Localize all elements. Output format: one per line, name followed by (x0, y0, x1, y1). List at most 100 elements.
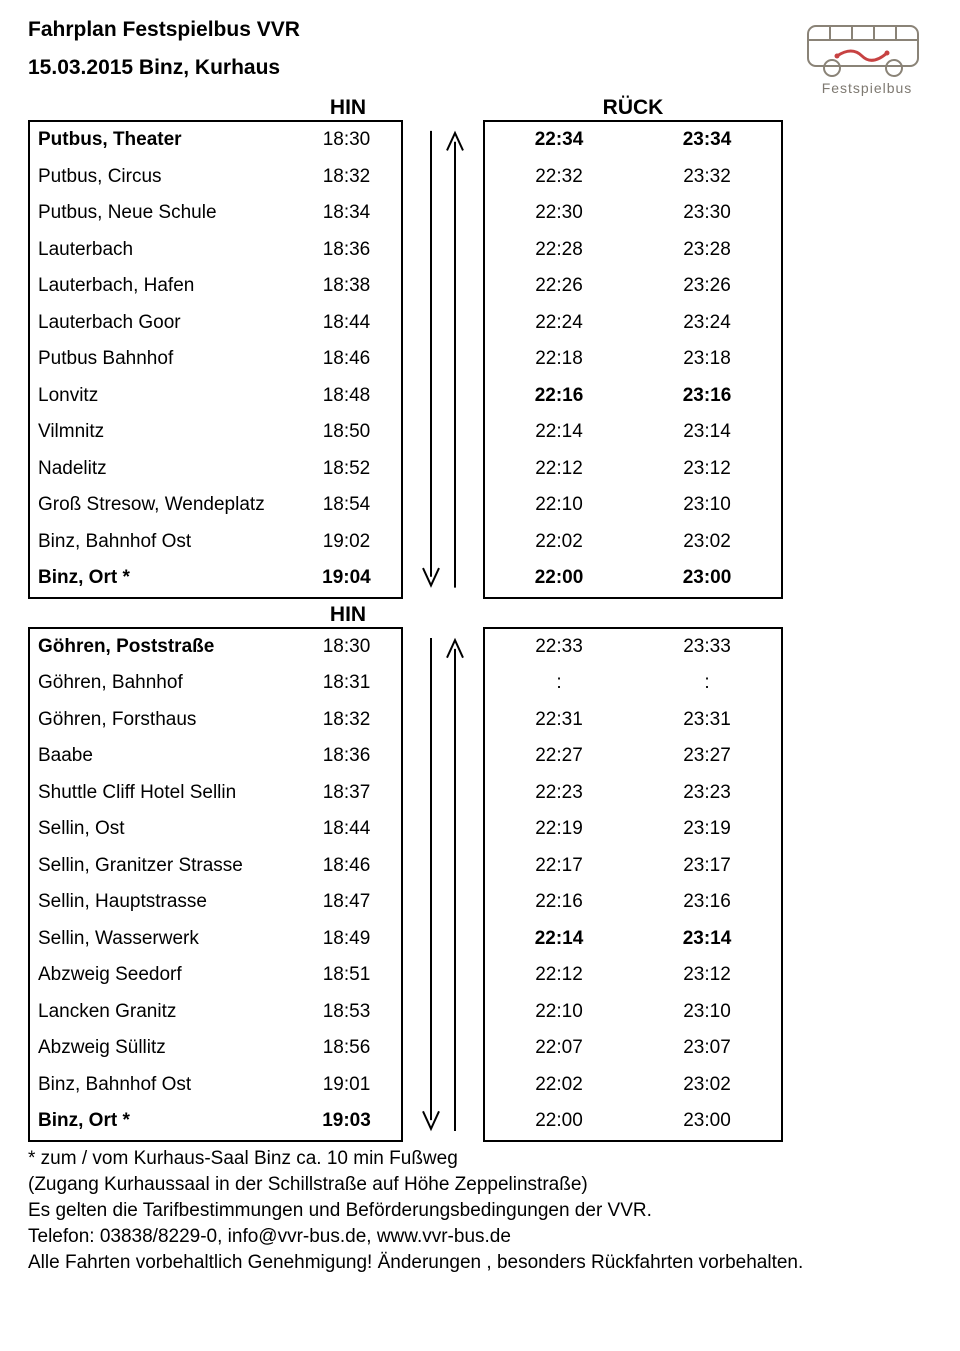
stop-name: Sellin, Hauptstrasse (30, 884, 292, 921)
stop-name: Göhren, Forsthaus (30, 702, 292, 739)
hin-time: 19:02 (292, 524, 401, 561)
stop-name: Binz, Bahnhof Ost (30, 1067, 292, 1104)
ruck-time-2: 23:31 (633, 702, 781, 739)
hin-time: 18:54 (292, 487, 401, 524)
hin-time: 18:31 (292, 665, 401, 702)
ruck-time-2: 23:27 (633, 738, 781, 775)
hin-time: 18:34 (292, 195, 401, 232)
hin-time: 18:46 (292, 848, 401, 885)
ruck-time-1: 22:10 (485, 487, 633, 524)
logo: Festspielbus (802, 18, 932, 96)
hin-time: 18:47 (292, 884, 401, 921)
ruck-time-2: 23:28 (633, 232, 781, 269)
stop-name: Lauterbach, Hafen (30, 268, 292, 305)
ruck-time-1: 22:27 (485, 738, 633, 775)
ruck-time-1: 22:23 (485, 775, 633, 812)
hin-time: 18:30 (292, 629, 401, 666)
stop-name: Abzweig Süllitz (30, 1030, 292, 1067)
ruck-time-1: 22:14 (485, 921, 633, 958)
ruck-time-2: 23:24 (633, 305, 781, 342)
hin-time: 18:37 (292, 775, 401, 812)
ruck-time-1: 22:28 (485, 232, 633, 269)
ruck-time-1: 22:24 (485, 305, 633, 342)
ruck-time-2: 23:00 (633, 560, 781, 597)
ruck-time-1: 22:14 (485, 414, 633, 451)
ruck-time-1: 22:16 (485, 884, 633, 921)
ruck-time-2: 23:02 (633, 524, 781, 561)
stop-name: Groß Stresow, Wendeplatz (30, 487, 292, 524)
stop-name: Abzweig Seedorf (30, 957, 292, 994)
ruck-time-1: 22:31 (485, 702, 633, 739)
hin-time: 18:44 (292, 811, 401, 848)
ruck-time-1: : (485, 665, 633, 702)
footnote-2: (Zugang Kurhaussaal in der Schillstraße … (28, 1174, 932, 1196)
ruck-time-2: 23:02 (633, 1067, 781, 1104)
stop-name: Baabe (30, 738, 292, 775)
ruck-time-1: 22:00 (485, 1103, 633, 1140)
ruck-time-2: : (633, 665, 781, 702)
ruck-time-2: 23:32 (633, 159, 781, 196)
ruck-time-1: 22:30 (485, 195, 633, 232)
ruck-time-1: 22:02 (485, 524, 633, 561)
hin-header-2: HIN (293, 603, 403, 627)
ruck-time-1: 22:02 (485, 1067, 633, 1104)
ruck-time-2: 23:33 (633, 629, 781, 666)
ruck-time-1: 22:17 (485, 848, 633, 885)
stop-name: Putbus, Theater (30, 122, 292, 159)
hin-table-1: Putbus, Theater18:30Putbus, Circus18:32P… (28, 120, 403, 599)
stop-name: Putbus, Neue Schule (30, 195, 292, 232)
ruck-time-1: 22:26 (485, 268, 633, 305)
ruck-time-2: 23:10 (633, 487, 781, 524)
footnote-4: Telefon: 03838/8229-0, info@vvr-bus.de, … (28, 1226, 932, 1248)
stop-name: Sellin, Wasserwerk (30, 921, 292, 958)
ruck-time-2: 23:14 (633, 921, 781, 958)
stop-name: Shuttle Cliff Hotel Sellin (30, 775, 292, 812)
hin-time: 19:01 (292, 1067, 401, 1104)
hin-time: 18:48 (292, 378, 401, 415)
hin-time: 18:44 (292, 305, 401, 342)
footer: * zum / vom Kurhaus-Saal Binz ca. 10 min… (28, 1148, 932, 1274)
ruck-time-2: 23:16 (633, 884, 781, 921)
ruck-time-1: 22:16 (485, 378, 633, 415)
arrow-gap-1 (403, 120, 483, 599)
hin-time: 19:03 (292, 1103, 401, 1140)
logo-label: Festspielbus (802, 80, 932, 96)
ruck-table-1: 22:3423:3422:3223:3222:3023:3022:2823:28… (483, 120, 783, 599)
stop-name: Sellin, Ost (30, 811, 292, 848)
ruck-time-1: 22:12 (485, 957, 633, 994)
ruck-time-1: 22:18 (485, 341, 633, 378)
ruck-time-2: 23:23 (633, 775, 781, 812)
ruck-time-2: 23:10 (633, 994, 781, 1031)
hin-time: 18:32 (292, 159, 401, 196)
arrow-gap-2 (403, 627, 483, 1142)
ruck-time-2: 23:26 (633, 268, 781, 305)
footnote-5: Alle Fahrten vorbehaltlich Genehmigung! … (28, 1252, 932, 1274)
ruck-time-1: 22:33 (485, 629, 633, 666)
ruck-time-1: 22:34 (485, 122, 633, 159)
ruck-time-1: 22:00 (485, 560, 633, 597)
ruck-time-1: 22:07 (485, 1030, 633, 1067)
stop-name: Vilmnitz (30, 414, 292, 451)
ruck-time-2: 23:07 (633, 1030, 781, 1067)
bus-icon (802, 18, 932, 80)
stop-name: Lonvitz (30, 378, 292, 415)
ruck-table-2: 22:3323:33::22:3123:3122:2723:2722:2323:… (483, 627, 783, 1142)
ruck-time-1: 22:32 (485, 159, 633, 196)
stop-name: Lauterbach Goor (30, 305, 292, 342)
hin-header: HIN (293, 96, 403, 120)
ruck-time-2: 23:18 (633, 341, 781, 378)
ruck-time-2: 23:17 (633, 848, 781, 885)
ruck-time-2: 23:19 (633, 811, 781, 848)
stop-name: Göhren, Poststraße (30, 629, 292, 666)
page-subtitle: 15.03.2015 Binz, Kurhaus (28, 56, 300, 80)
stop-name: Putbus Bahnhof (30, 341, 292, 378)
hin-time: 18:53 (292, 994, 401, 1031)
stop-name: Binz, Ort * (30, 560, 292, 597)
hin-time: 18:51 (292, 957, 401, 994)
ruck-time-1: 22:12 (485, 451, 633, 488)
hin-time: 18:30 (292, 122, 401, 159)
footnote-3: Es gelten die Tarifbestimmungen und Befö… (28, 1200, 932, 1222)
hin-time: 18:46 (292, 341, 401, 378)
ruck-time-2: 23:12 (633, 957, 781, 994)
ruck-time-2: 23:30 (633, 195, 781, 232)
